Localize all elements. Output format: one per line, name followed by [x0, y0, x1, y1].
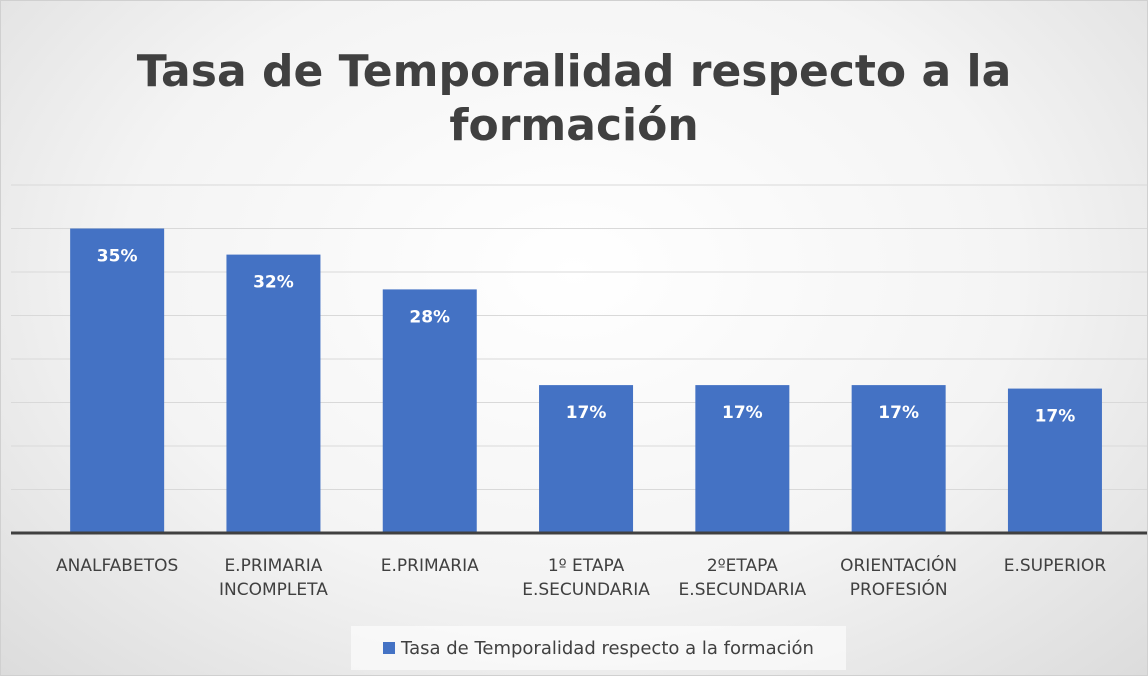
bar: [70, 228, 165, 533]
legend: Tasa de Temporalidad respecto a la forma…: [351, 626, 846, 670]
value-label: 17%: [566, 403, 607, 423]
value-label: 32%: [253, 273, 294, 293]
value-label: 35%: [97, 247, 138, 267]
chart-title: Tasa de Temporalidad respecto a la forma…: [136, 46, 1012, 151]
x-tick-label: E.SUPERIOR: [1003, 556, 1107, 576]
legend-label: Tasa de Temporalidad respecto a la forma…: [401, 637, 814, 659]
x-tick-label: 1º ETAPA E.SECUNDARIA: [522, 556, 650, 600]
value-label: 17%: [1035, 407, 1076, 427]
x-tick-label: 2ºETAPA E.SECUNDARIA: [678, 556, 807, 600]
x-tick-label: E.PRIMARIA: [380, 556, 479, 576]
value-label: 28%: [409, 307, 450, 327]
legend-swatch: [383, 642, 396, 654]
bar: [539, 385, 634, 533]
bar: [382, 289, 477, 533]
value-label: 17%: [722, 403, 763, 423]
bar: [851, 385, 946, 533]
x-tick-label: E.PRIMARIA INCOMPLETA: [219, 556, 328, 600]
bar: [226, 254, 321, 533]
bar: [1007, 388, 1102, 533]
bar: [695, 385, 790, 533]
x-tick-label: ANALFABETOS: [56, 556, 179, 576]
value-label: 17%: [878, 403, 919, 423]
x-tick-label: ORIENTACIÓN PROFESIÓN: [840, 556, 958, 600]
